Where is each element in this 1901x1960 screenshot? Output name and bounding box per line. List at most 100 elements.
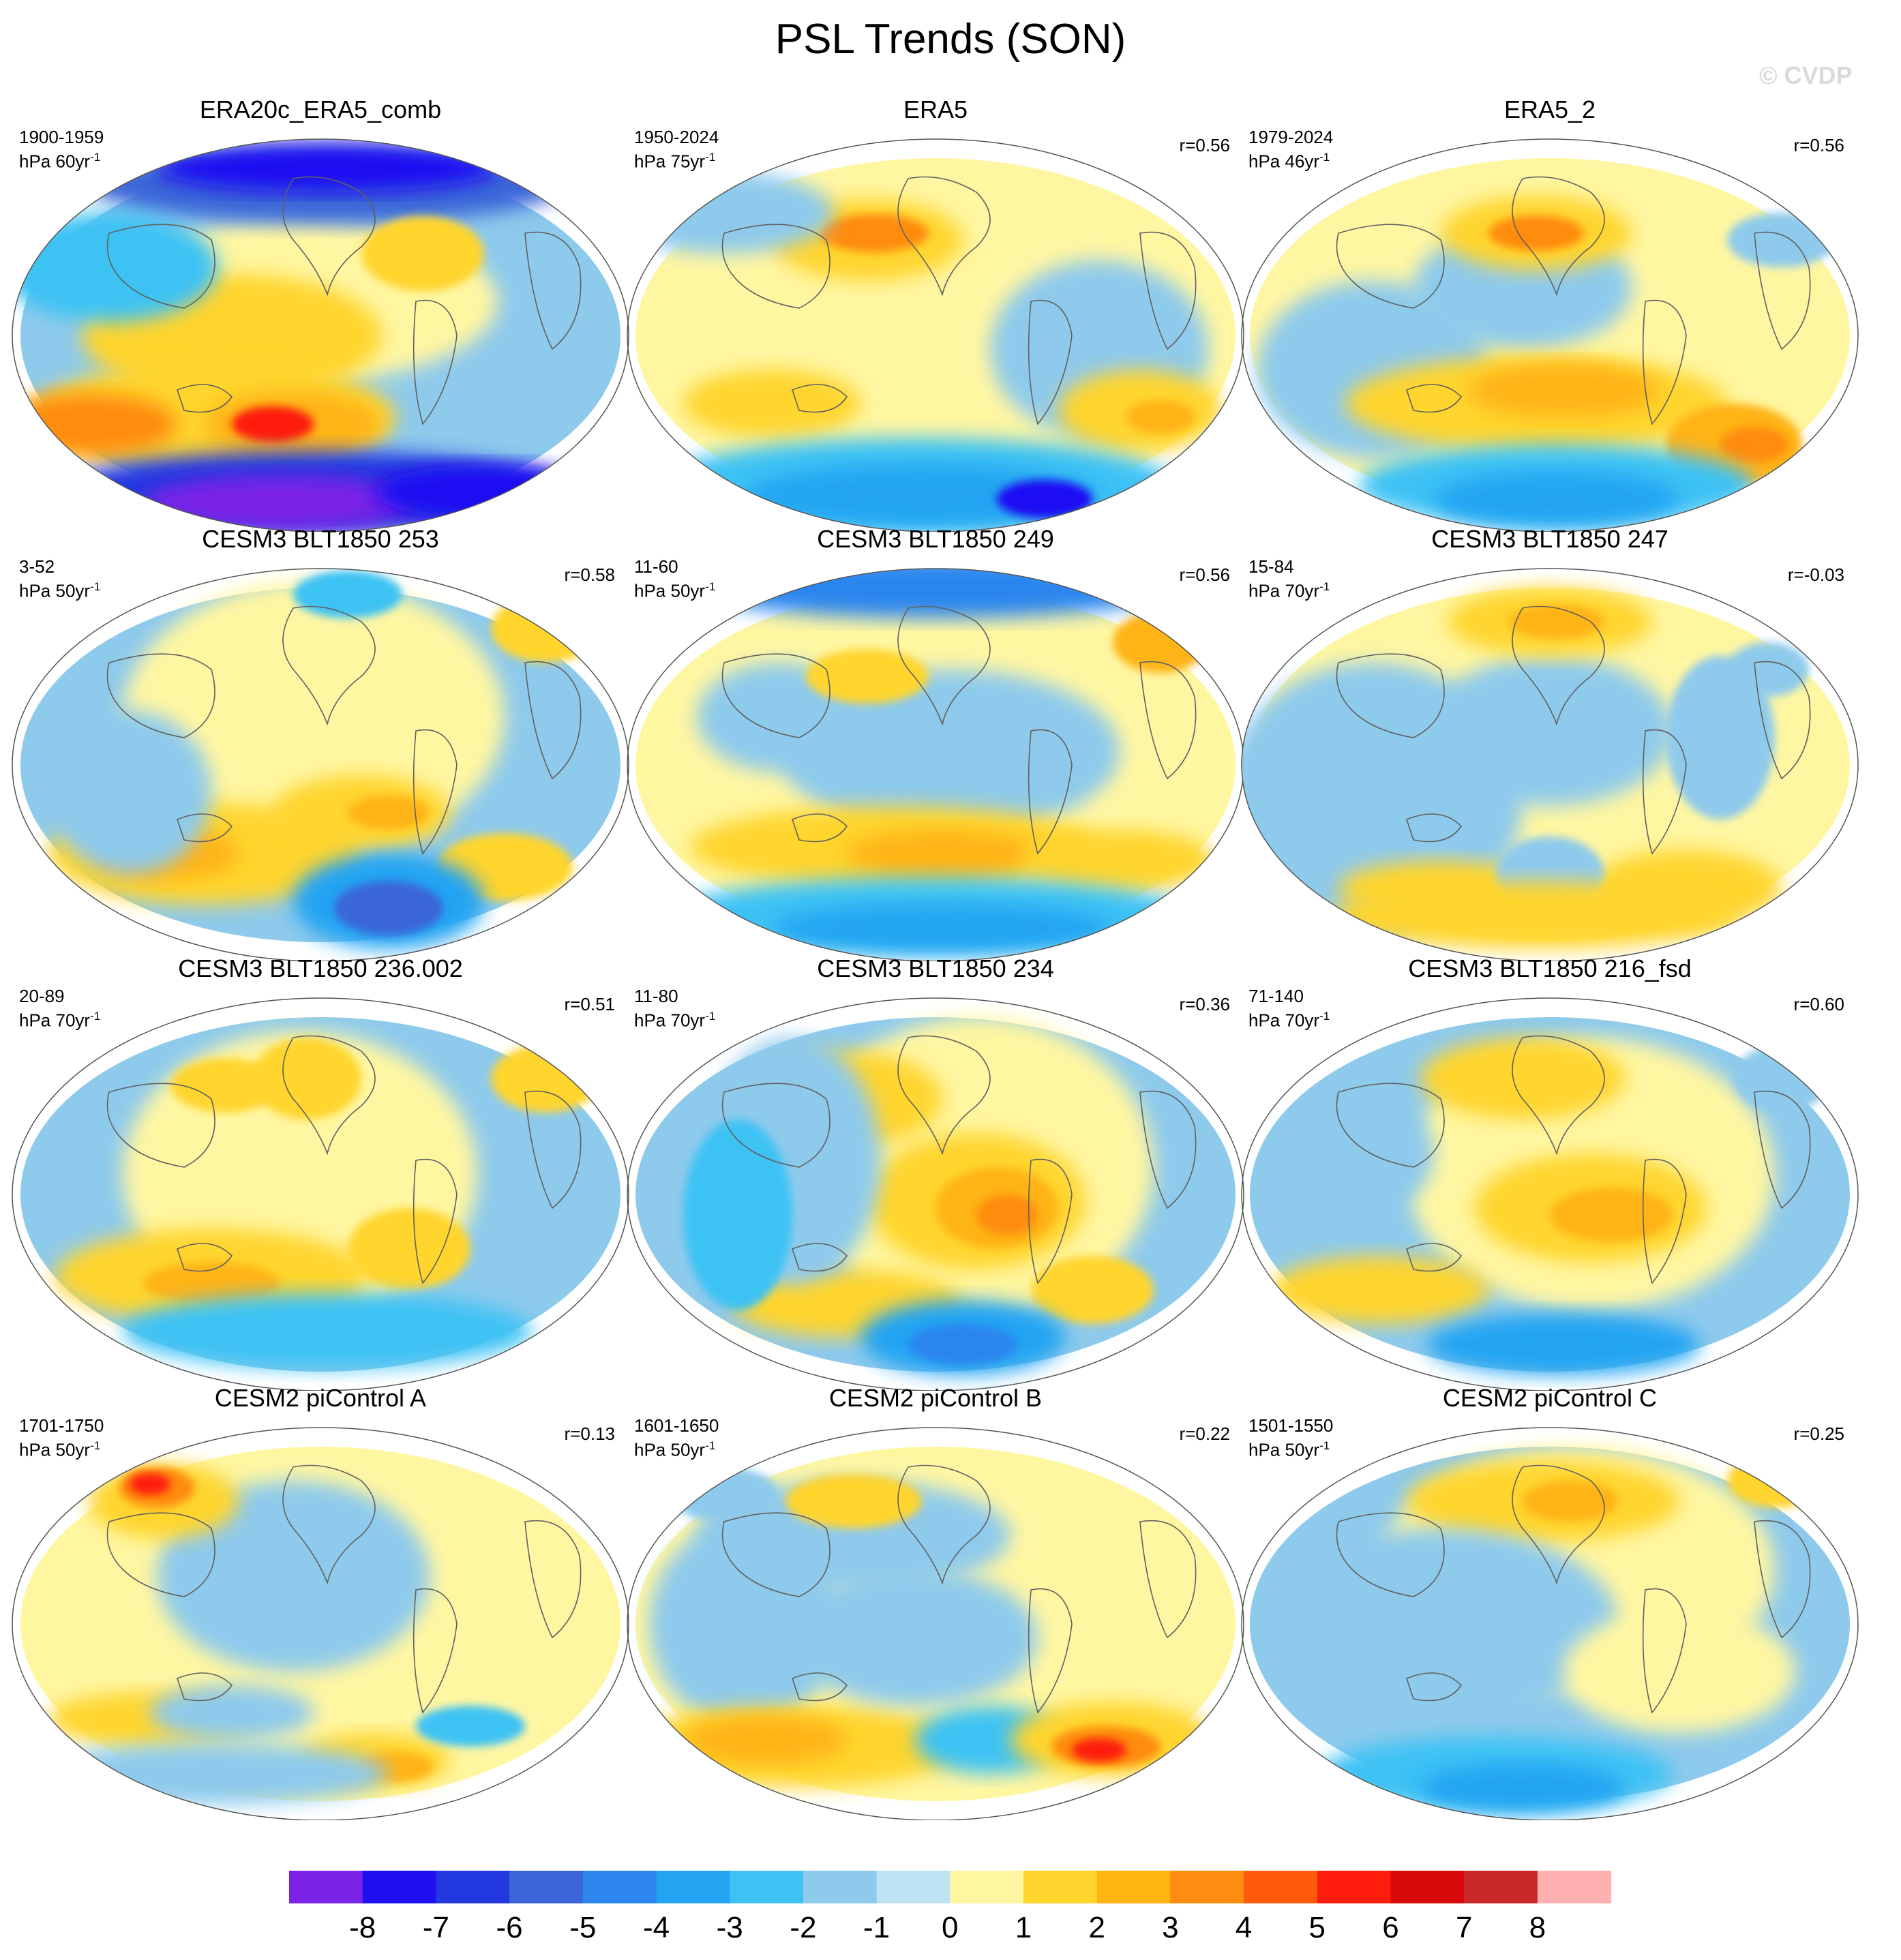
pressure-anomaly-region: [232, 406, 314, 442]
panel-title: ERA5: [903, 95, 968, 123]
coastline: [721, 653, 830, 738]
colorbar-cell: [289, 1871, 363, 1903]
panel-period: 1501-1550: [1248, 1415, 1334, 1436]
panel-units-exponent: -1: [705, 580, 716, 593]
pressure-anomaly-region: [157, 1481, 430, 1672]
colorbar-cell: [950, 1871, 1024, 1903]
panel-units: hPa 50yr-1: [19, 577, 100, 601]
colorbar-cell: [876, 1871, 950, 1903]
pressure-anomaly-region: [1270, 1256, 1488, 1324]
colorbar-cell: [1023, 1871, 1098, 1903]
pressure-anomaly-region: [1727, 1453, 1823, 1508]
map-panel: CESM3 BLT1850 249 11-60 hPa 50yr-1 r=0.56: [622, 525, 1249, 961]
trend-map: [627, 568, 1244, 961]
panel-period: 1979-2024: [1248, 127, 1334, 147]
trend-map: [12, 138, 629, 532]
coastline: [1512, 605, 1605, 726]
panel-units-exponent: -1: [1319, 580, 1330, 593]
panel-period: 1601-1650: [634, 1415, 719, 1436]
panel-period: 3-52: [19, 556, 55, 577]
coastline: [1139, 1520, 1197, 1639]
map-border: [12, 997, 629, 1391]
colorbar-tick-label: -8: [349, 1911, 376, 1944]
map-border: [1241, 1427, 1859, 1820]
pressure-anomaly-region: [170, 1058, 280, 1113]
pressure-anomaly-region: [293, 571, 402, 618]
colorbar-cell: [1244, 1871, 1318, 1903]
pressure-anomaly-region: [779, 669, 1120, 833]
coastline: [282, 1035, 376, 1156]
pressure-anomaly-region: [820, 214, 929, 252]
coastline: [1406, 1672, 1463, 1702]
coastline: [1642, 299, 1687, 425]
panel-units-text: hPa 60yr: [19, 151, 91, 172]
colorbar-tick-label: -6: [496, 1911, 523, 1944]
pressure-anomaly-region: [683, 370, 860, 438]
panel-correlation: r=0.13: [564, 1423, 615, 1444]
coastline: [1336, 1083, 1445, 1168]
map-panel: ERA20c_ERA5_comb 1900-1959 hPa 60yr-1: [7, 95, 634, 532]
coastline: [106, 224, 215, 309]
map-border: [627, 138, 1244, 532]
panel-correlation: r=0.58: [564, 564, 615, 585]
panel-title: CESM3 BLT1850 236.002: [178, 954, 463, 982]
colorbar-tick-label: 1: [1015, 1911, 1032, 1944]
coastline: [897, 605, 991, 726]
pressure-anomaly-region: [785, 1474, 922, 1528]
panel-correlation: r=0.56: [1179, 135, 1230, 155]
pressure-anomaly-region: [348, 1208, 470, 1290]
coastline: [1028, 729, 1073, 855]
colorbar-cell: [656, 1871, 730, 1903]
coastline: [792, 384, 848, 413]
pressure-anomaly-region: [683, 1119, 792, 1310]
map-panel: CESM2 piControl B 1601-1650 hPa 50yr-1 r=0.…: [622, 1384, 1249, 1820]
panel-units-text: hPa 70yr: [1248, 580, 1320, 601]
pressure-anomaly-region: [1488, 215, 1584, 251]
pressure-anomaly-region: [12, 213, 218, 322]
pressure-anomaly-region: [1420, 1764, 1625, 1811]
pressure-anomaly-region: [1727, 642, 1809, 697]
colorbar-tick-label: -3: [717, 1911, 743, 1944]
coastline: [1139, 1090, 1197, 1209]
colorbar-cell: [1390, 1871, 1465, 1903]
panel-correlation: r=0.51: [564, 994, 615, 1014]
panel-title: ERA5_2: [1503, 95, 1596, 123]
coastline: [177, 1243, 233, 1272]
pressure-anomaly-region: [908, 1324, 1017, 1365]
pressure-anomaly-region: [1113, 612, 1208, 673]
panel-units-exponent: -1: [90, 151, 101, 164]
panel-units-exponent: -1: [705, 1439, 716, 1452]
pressure-anomaly-region: [1427, 1314, 1700, 1375]
panel-title: ERA20c_ERA5_comb: [199, 95, 442, 123]
panel-units-text: hPa 75yr: [634, 151, 706, 172]
colorbar-tick-label: -1: [863, 1911, 890, 1944]
panel-units-text: hPa 50yr: [634, 1439, 706, 1460]
pressure-anomaly-region: [976, 1194, 1038, 1235]
coastline: [1642, 1588, 1687, 1714]
pressure-anomaly-region: [1332, 881, 1741, 949]
colorbar-cell: [730, 1871, 804, 1903]
map-panel: CESM3 BLT1850 247 15-84 hPa 70yr-1 r=-0.03: [1236, 525, 1863, 961]
pressure-anomaly-region: [1427, 656, 1673, 806]
pressure-anomaly-region: [683, 1716, 847, 1764]
panel-units: hPa 70yr-1: [1248, 577, 1330, 601]
pressure-anomaly-region: [1563, 1610, 1795, 1733]
trend-map: [1241, 997, 1859, 1391]
map-panel: CESM2 piControl A 1701-1750 hPa 50yr-1 r=0.…: [7, 1384, 634, 1820]
pressure-anomaly-region: [1734, 1044, 1829, 1113]
coastline: [524, 1090, 582, 1209]
colorbar-cell: [1317, 1871, 1391, 1903]
coastline: [282, 605, 376, 726]
coastline: [1754, 1520, 1811, 1639]
trend-map: [12, 568, 629, 961]
panel-units-exponent: -1: [90, 1010, 101, 1023]
map-panel: CESM3 BLT1850 253 3-52 hPa 50yr-1 r=0.58: [7, 525, 634, 961]
panel-units-text: hPa 50yr: [634, 580, 706, 601]
pressure-anomaly-region: [697, 1481, 1011, 1590]
coastline: [1642, 729, 1687, 855]
pressure-anomaly-region: [1434, 472, 1679, 526]
panel-title: CESM3 BLT1850 247: [1431, 525, 1668, 553]
map-border: [1241, 997, 1859, 1391]
coastline: [1406, 1243, 1463, 1272]
